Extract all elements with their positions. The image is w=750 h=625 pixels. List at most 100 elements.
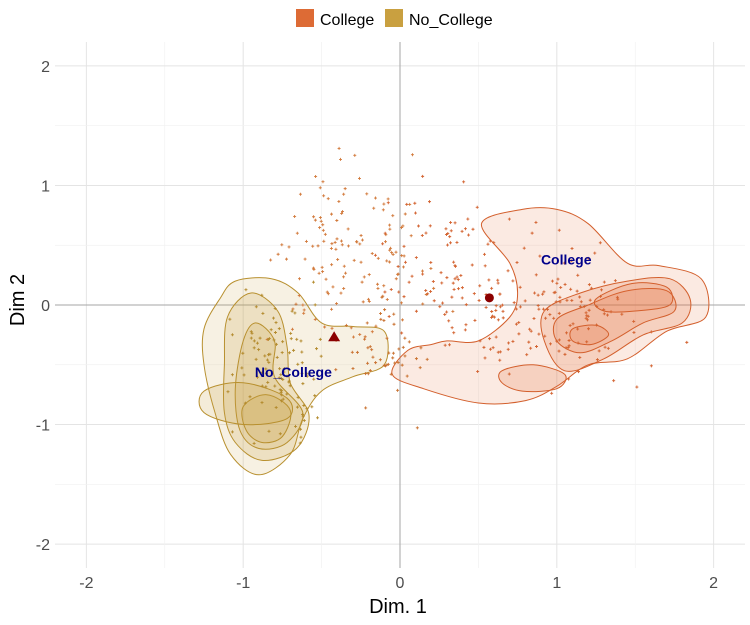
data-point [230, 373, 234, 377]
data-point [312, 215, 316, 219]
data-point [299, 339, 303, 343]
data-point [609, 310, 613, 314]
data-point [443, 343, 447, 347]
tick-labels: -2 -1 0 1 2 -2 -1 0 1 2 [36, 59, 718, 592]
data-point [318, 186, 322, 190]
data-point [550, 391, 554, 395]
data-point [445, 310, 449, 314]
data-point [403, 260, 407, 264]
data-point [323, 232, 327, 236]
data-point [340, 210, 344, 214]
data-point [321, 228, 325, 232]
data-point [273, 384, 277, 388]
data-point [467, 233, 471, 237]
data-point [378, 358, 382, 362]
data-point [584, 311, 588, 315]
data-point [282, 370, 286, 374]
data-point [482, 252, 486, 256]
data-point [275, 355, 279, 359]
data-point [250, 331, 254, 335]
data-point [559, 285, 563, 289]
data-point [568, 324, 572, 328]
data-point [292, 348, 296, 352]
data-point [312, 377, 316, 381]
data-point [342, 264, 346, 268]
data-point [392, 322, 396, 326]
data-point [226, 390, 230, 394]
group-mean-college [484, 293, 494, 303]
data-point [578, 295, 582, 299]
data-point [394, 277, 398, 281]
data-point [487, 278, 491, 282]
data-point [405, 374, 409, 378]
data-point [415, 426, 419, 430]
data-point [387, 315, 391, 319]
group-label-college: College [541, 252, 592, 268]
data-point [244, 288, 248, 292]
data-point [370, 348, 374, 352]
data-point [538, 254, 542, 258]
data-point [598, 241, 602, 245]
data-point [443, 313, 447, 317]
data-point [301, 412, 305, 416]
data-point [361, 300, 365, 304]
data-point [298, 441, 302, 445]
data-point [490, 286, 494, 290]
data-point [544, 316, 548, 320]
data-point [417, 224, 421, 228]
data-point [400, 254, 404, 258]
data-point [576, 341, 580, 345]
data-point [317, 271, 321, 275]
data-point [511, 279, 515, 283]
data-point [514, 307, 518, 311]
x-tick-label: 0 [396, 575, 405, 592]
data-point [379, 317, 383, 321]
data-point [550, 279, 554, 283]
data-point [368, 345, 372, 349]
data-point [440, 281, 444, 285]
data-point [391, 356, 395, 360]
data-point [517, 320, 521, 324]
data-point [585, 314, 589, 318]
x-tick-label: -2 [79, 575, 93, 592]
data-point [500, 303, 504, 307]
data-point [342, 192, 346, 196]
data-point [266, 380, 270, 384]
data-point [529, 329, 533, 333]
data-point [299, 435, 303, 439]
data-point [444, 232, 448, 236]
data-point [281, 397, 285, 401]
group-label-no-college: No_College [255, 364, 332, 380]
data-point [562, 261, 566, 265]
data-point [260, 401, 264, 405]
data-point [382, 284, 386, 288]
data-point [387, 351, 391, 355]
data-point [313, 317, 317, 321]
data-point [444, 227, 448, 231]
data-point [279, 373, 283, 377]
data-point [536, 293, 540, 297]
data-point [255, 375, 259, 379]
data-point [400, 331, 404, 335]
data-point [285, 392, 289, 396]
data-point [463, 328, 467, 332]
data-point [289, 331, 293, 335]
data-point [302, 403, 306, 407]
data-point [352, 335, 356, 339]
data-point [389, 372, 393, 376]
data-point [466, 217, 470, 221]
data-point [366, 361, 370, 365]
data-point [501, 316, 505, 320]
data-point [353, 153, 357, 157]
data-point [506, 269, 510, 273]
data-point [535, 345, 539, 349]
x-axis-title: Dim. 1 [369, 596, 427, 618]
data-point [570, 247, 574, 251]
data-point [456, 287, 460, 291]
data-point [552, 291, 556, 295]
data-point [336, 258, 340, 262]
data-point [295, 337, 299, 341]
data-point [492, 241, 496, 245]
data-point [486, 242, 490, 246]
density-level [234, 322, 304, 450]
